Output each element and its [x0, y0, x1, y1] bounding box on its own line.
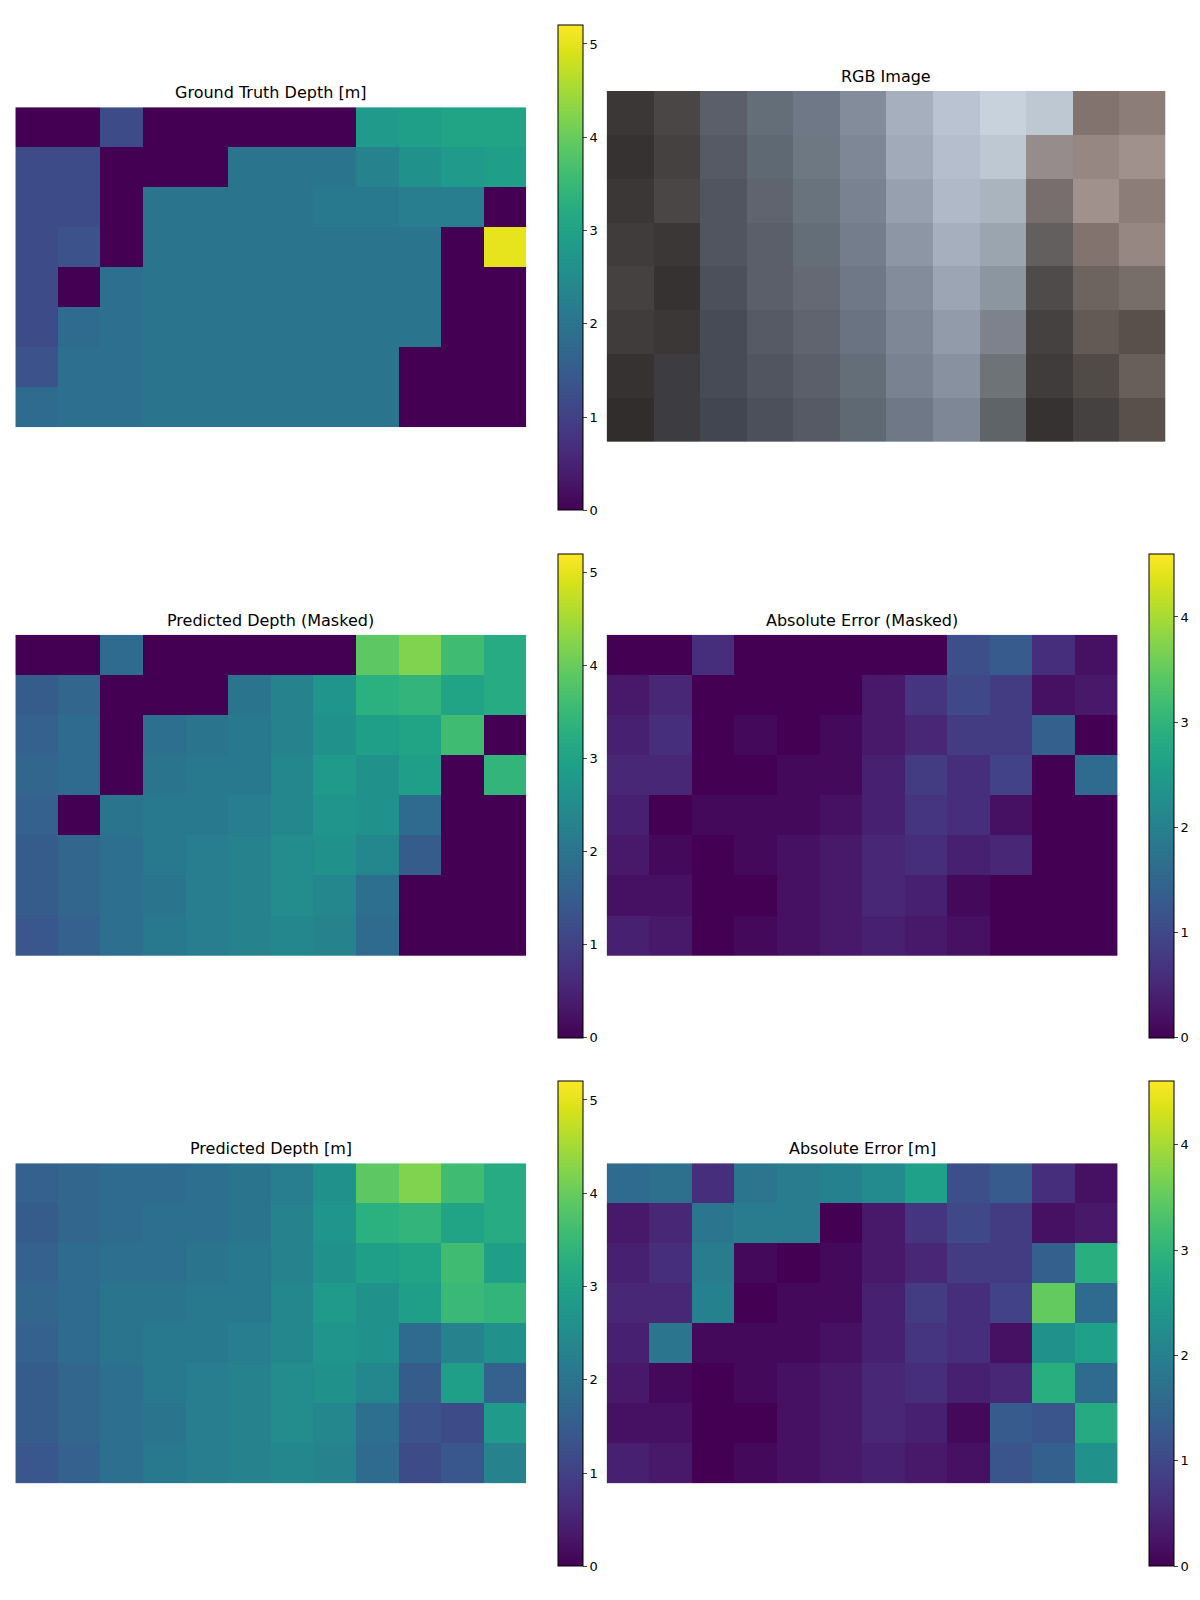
svg-text:1: 1: [590, 410, 598, 425]
svg-text:2: 2: [590, 1372, 598, 1387]
svg-text:5: 5: [590, 565, 598, 580]
svg-text:0: 0: [1181, 1559, 1189, 1574]
svg-text:1: 1: [590, 937, 598, 952]
svg-text:2: 2: [1181, 820, 1189, 835]
svg-text:5: 5: [590, 1093, 598, 1108]
svg-text:5: 5: [590, 37, 598, 52]
svg-text:3: 3: [1181, 715, 1189, 730]
svg-text:2: 2: [1181, 1348, 1189, 1363]
svg-text:0: 0: [590, 503, 598, 518]
svg-text:1: 1: [590, 1466, 598, 1481]
svg-text:3: 3: [590, 751, 598, 766]
svg-text:Absolute Error [m]: Absolute Error [m]: [789, 1139, 936, 1158]
svg-text:3: 3: [1181, 1243, 1189, 1258]
svg-text:Predicted Depth [m]: Predicted Depth [m]: [190, 1139, 352, 1158]
svg-text:Ground Truth Depth [m]: Ground Truth Depth [m]: [175, 83, 366, 102]
svg-text:3: 3: [590, 1279, 598, 1294]
svg-text:1: 1: [1181, 925, 1189, 940]
svg-text:0: 0: [590, 1559, 598, 1574]
svg-text:0: 0: [590, 1030, 598, 1045]
svg-text:2: 2: [590, 316, 598, 331]
svg-text:Absolute Error (Masked): Absolute Error (Masked): [766, 611, 958, 630]
svg-text:4: 4: [590, 130, 598, 145]
svg-text:4: 4: [590, 658, 598, 673]
svg-text:4: 4: [1181, 1137, 1189, 1152]
svg-text:4: 4: [590, 1186, 598, 1201]
svg-text:2: 2: [590, 844, 598, 859]
svg-text:RGB Image: RGB Image: [841, 67, 931, 86]
svg-text:3: 3: [590, 223, 598, 238]
svg-text:1: 1: [1181, 1453, 1189, 1468]
svg-text:Predicted Depth (Masked): Predicted Depth (Masked): [167, 611, 374, 630]
svg-text:4: 4: [1181, 610, 1189, 625]
svg-text:0: 0: [1181, 1030, 1189, 1045]
